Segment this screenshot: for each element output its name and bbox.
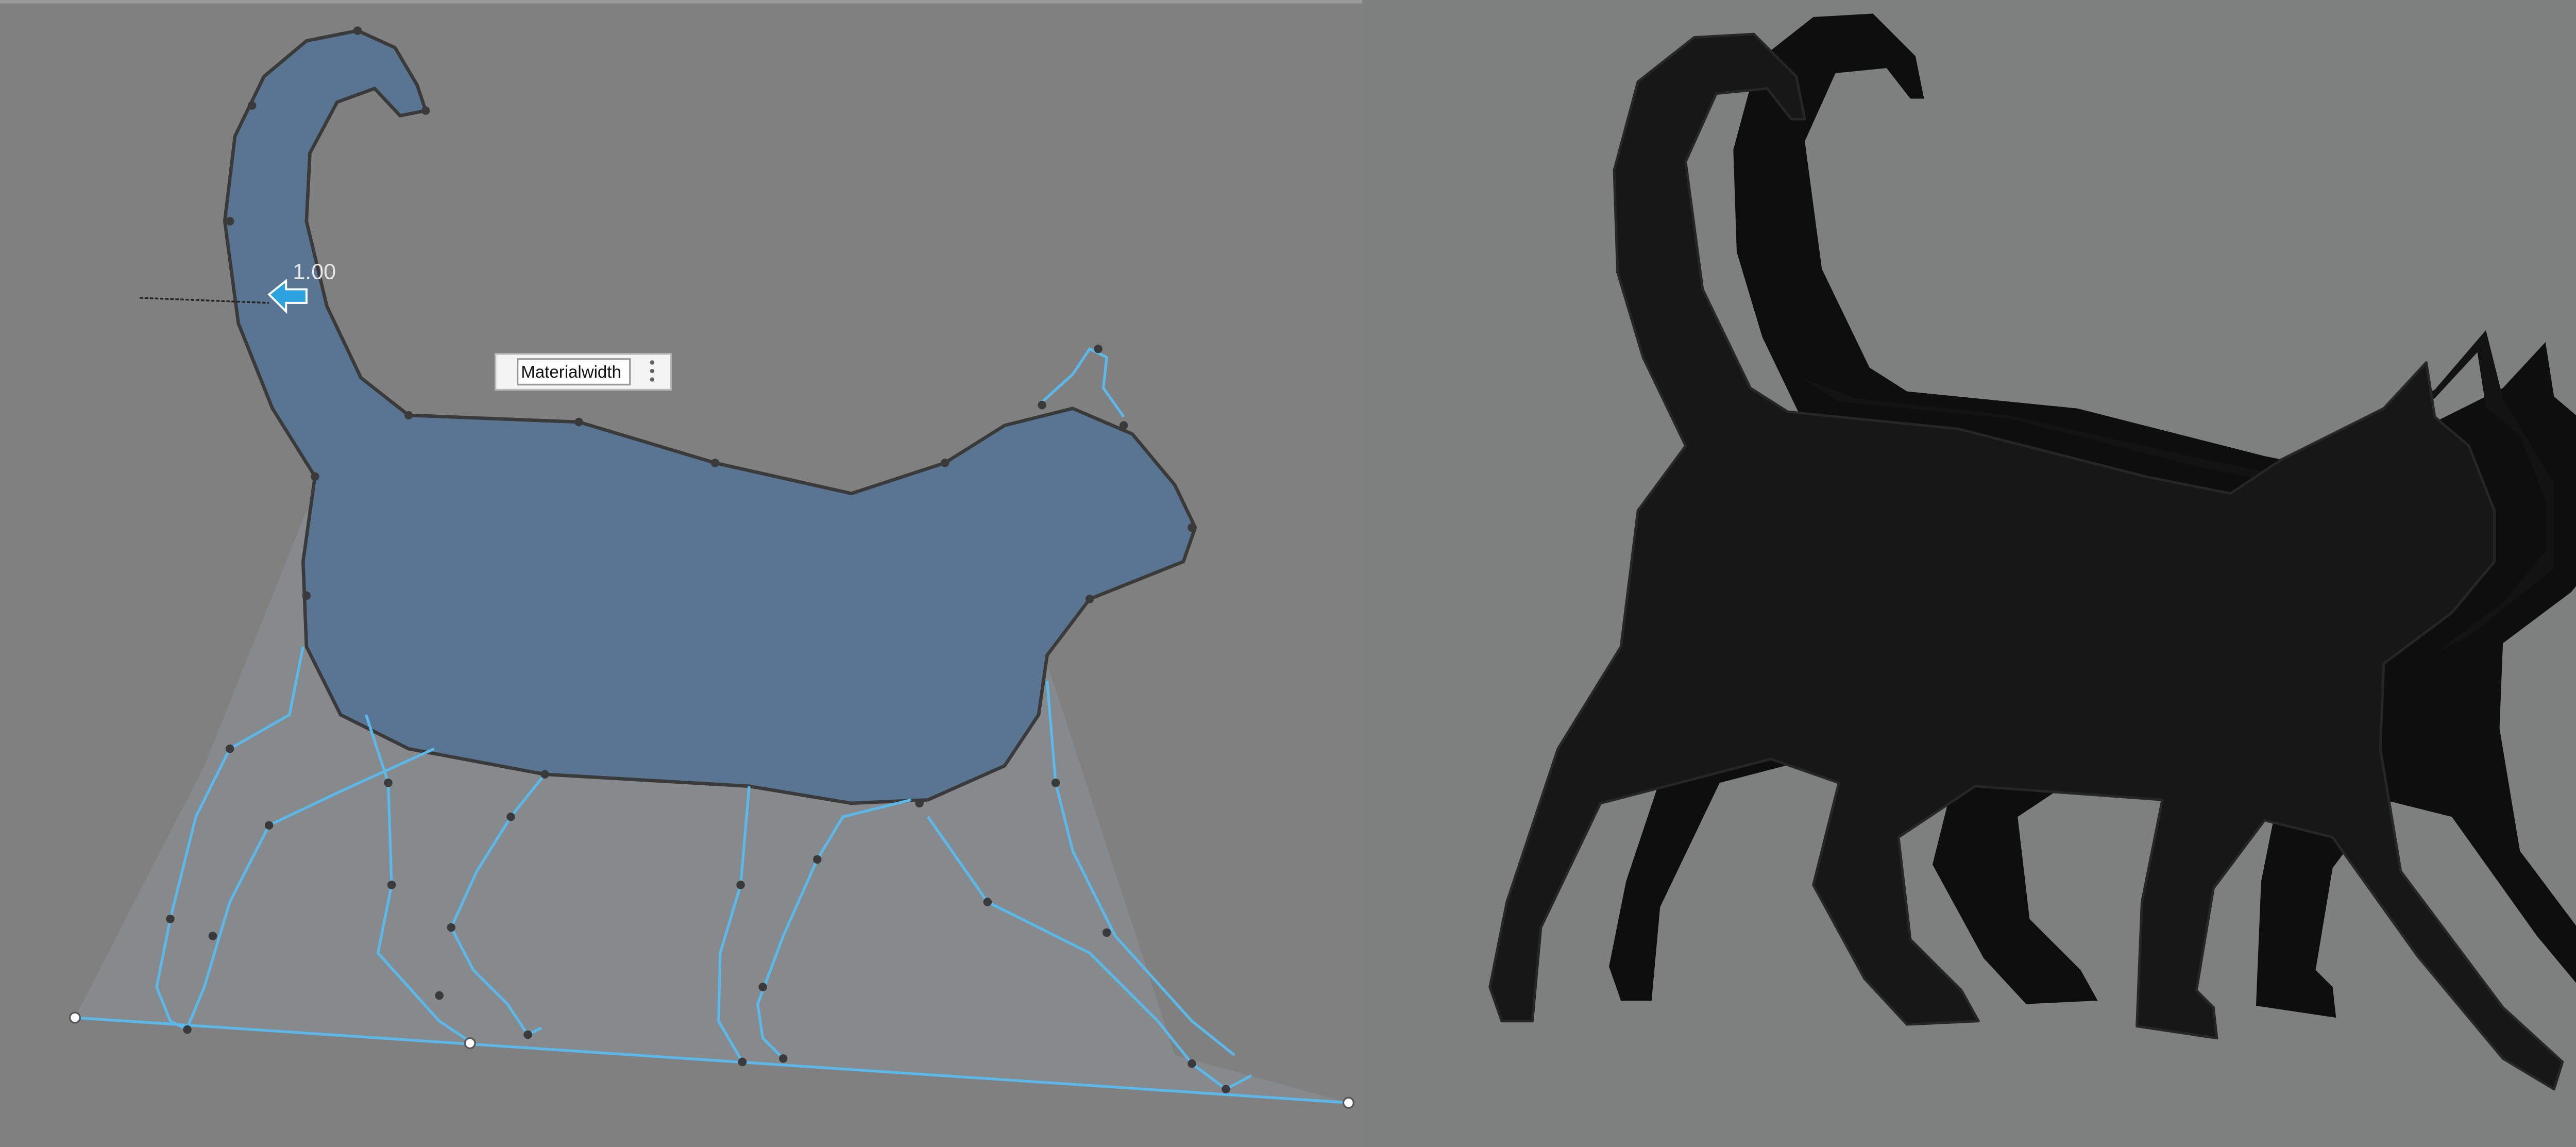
dimension-line xyxy=(139,297,269,304)
view-border xyxy=(0,0,1362,4)
input-box[interactable]: Materialwidth xyxy=(495,353,672,391)
cat-body-face xyxy=(223,29,1197,805)
dimension-handle: 1.00 xyxy=(139,260,336,314)
end-points xyxy=(69,1011,1355,1109)
sketch-points xyxy=(166,26,1230,1093)
more-button[interactable] xyxy=(650,360,655,382)
drag-arrow[interactable] xyxy=(267,278,308,314)
dimension-value: 1.00 xyxy=(293,260,336,284)
cat-middle-layer xyxy=(1801,330,2554,654)
cat-front-layer xyxy=(1488,32,2564,1091)
render xyxy=(1488,13,2576,1091)
sketch xyxy=(69,26,1355,1109)
input-label: Materialwidth xyxy=(521,362,621,381)
input-field[interactable] xyxy=(517,358,631,386)
